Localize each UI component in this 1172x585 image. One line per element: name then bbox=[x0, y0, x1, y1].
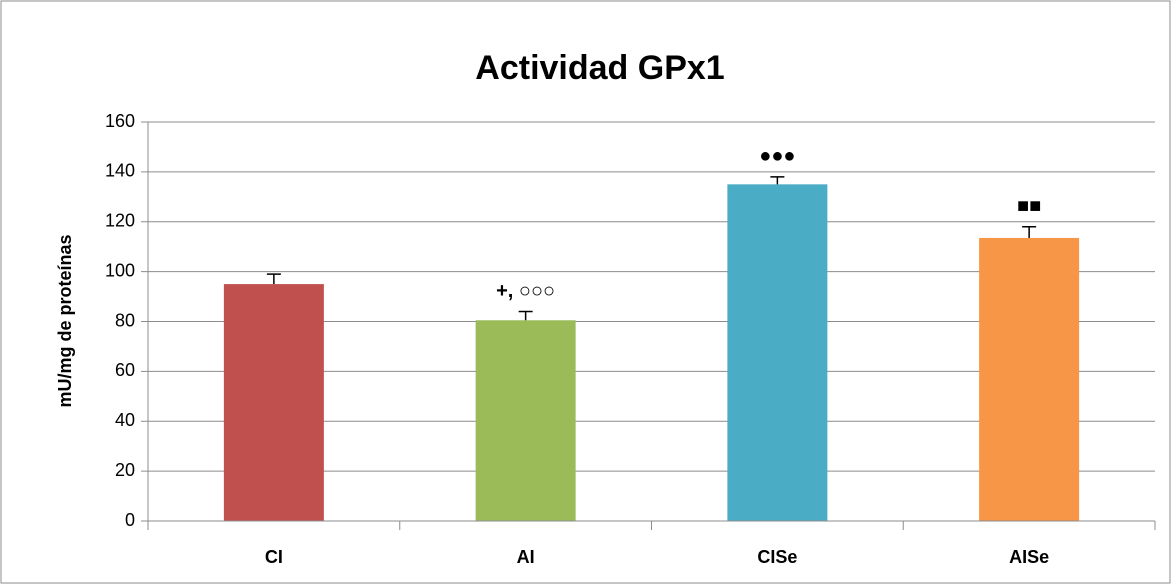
chart-title: Actividad GPx1 bbox=[475, 49, 724, 87]
y-tick-label: 120 bbox=[105, 211, 135, 231]
x-tick-label: CI bbox=[265, 547, 283, 567]
bar bbox=[475, 320, 576, 521]
y-tick-label: 20 bbox=[115, 460, 135, 480]
annotation: ●●● bbox=[759, 145, 795, 167]
y-tick-label: 140 bbox=[105, 161, 135, 181]
y-tick-label: 160 bbox=[105, 111, 135, 131]
y-tick-label: 60 bbox=[115, 360, 135, 380]
annotation: ■■ bbox=[1017, 195, 1041, 217]
y-tick-label: 80 bbox=[115, 310, 135, 330]
bar bbox=[223, 284, 324, 521]
y-axis-label: mU/mg de proteínas bbox=[55, 234, 75, 407]
x-tick-label: AISe bbox=[1009, 547, 1049, 567]
annotation: +, ○○○ bbox=[496, 280, 555, 302]
y-tick-label: 40 bbox=[115, 410, 135, 430]
bar bbox=[727, 184, 828, 521]
y-tick-label: 0 bbox=[125, 510, 135, 530]
y-tick-label: 100 bbox=[105, 260, 135, 280]
bar bbox=[979, 237, 1080, 521]
x-tick-label: AI bbox=[517, 547, 535, 567]
x-tick-label: CISe bbox=[757, 547, 797, 567]
